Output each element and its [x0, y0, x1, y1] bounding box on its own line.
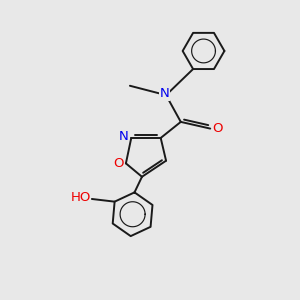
- Text: N: N: [119, 130, 129, 143]
- Text: O: O: [212, 122, 223, 135]
- Text: N: N: [160, 87, 169, 100]
- Text: HO: HO: [70, 191, 91, 204]
- Text: O: O: [113, 157, 124, 170]
